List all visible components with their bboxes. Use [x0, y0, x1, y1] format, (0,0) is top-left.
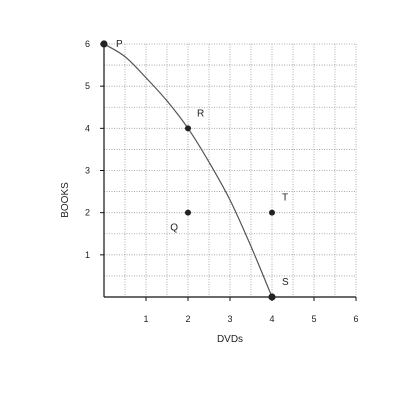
x-tick-label: 3 — [227, 314, 232, 324]
point-p — [100, 40, 108, 48]
point-t — [269, 209, 275, 216]
x-tick-label: 6 — [353, 314, 358, 324]
x-tick-label: 1 — [143, 314, 148, 324]
x-axis-label: DVDs — [217, 334, 243, 345]
point-label-s: S — [282, 277, 289, 288]
point-q — [185, 209, 191, 216]
y-tick-label: 4 — [85, 123, 90, 133]
point-label-p: P — [116, 39, 123, 50]
y-tick-label: 1 — [85, 250, 90, 260]
y-tick-label: 2 — [85, 208, 90, 218]
data-points: P R Q T S — [100, 39, 289, 301]
point-label-r: R — [197, 108, 204, 119]
x-tick-label: 5 — [311, 314, 316, 324]
point-s — [268, 293, 276, 301]
y-tick-label: 5 — [85, 81, 90, 91]
y-axis-label: BOOKS — [60, 182, 71, 218]
point-r — [185, 125, 191, 132]
x-tick-label: 2 — [185, 314, 190, 324]
axes: 1 2 3 4 5 6 1 2 3 4 5 6 — [85, 39, 359, 324]
y-tick-label: 3 — [85, 166, 90, 176]
point-label-q: Q — [170, 223, 178, 234]
point-label-t: T — [282, 193, 288, 204]
x-tick-label: 4 — [269, 314, 274, 324]
y-tick-label: 6 — [85, 39, 90, 49]
grid-lines — [104, 43, 357, 297]
